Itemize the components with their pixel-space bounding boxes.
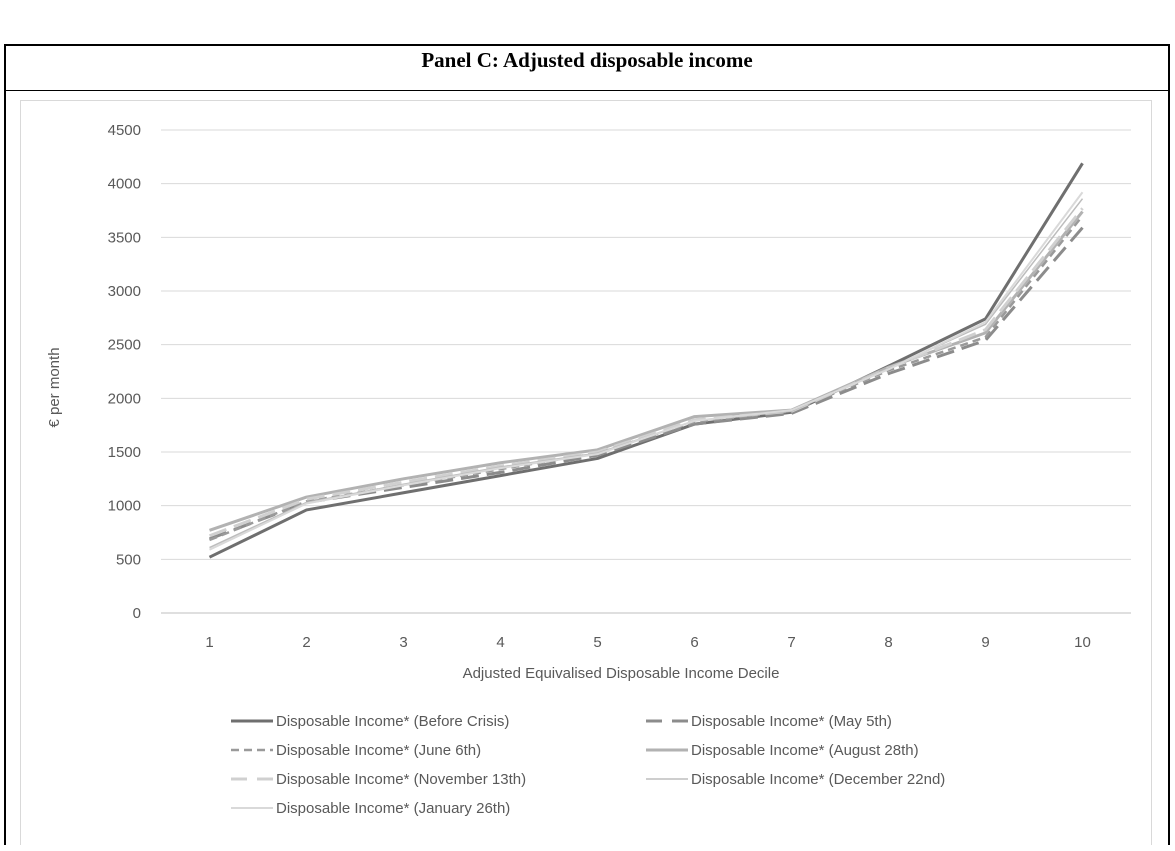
y-tick-label: 0 xyxy=(133,605,141,622)
series-lines xyxy=(208,162,1084,559)
y-tick-label: 500 xyxy=(116,551,141,568)
y-tick-label: 4000 xyxy=(108,176,141,193)
legend-label: Disposable Income* (January 26th) xyxy=(276,800,510,817)
x-tick-label: 9 xyxy=(981,634,989,651)
x-tick-labels: 1 2 3 4 5 6 7 8 9 10 xyxy=(205,634,1091,651)
series-line xyxy=(209,210,1084,532)
series-line xyxy=(209,215,1084,542)
series-line xyxy=(208,162,1084,559)
x-tick-label: 2 xyxy=(302,634,310,651)
y-tick-label: 3000 xyxy=(108,283,141,300)
legend-label: Disposable Income* (June 6th) xyxy=(276,742,481,759)
legend-label: Disposable Income* (November 13th) xyxy=(276,771,526,788)
x-tick-label: 3 xyxy=(399,634,407,651)
series-line xyxy=(208,226,1084,541)
y-tick-label: 3500 xyxy=(108,229,141,246)
x-tick-label: 10 xyxy=(1074,634,1091,651)
x-tick-label: 4 xyxy=(496,634,504,651)
x-tick-label: 5 xyxy=(593,634,601,651)
panel-frame xyxy=(4,44,1170,845)
title-rule xyxy=(4,90,1170,91)
y-axis-label: € per month xyxy=(46,347,63,427)
series-line xyxy=(209,198,1084,549)
legend-label: Disposable Income* (December 22nd) xyxy=(691,771,945,788)
x-tick-label: 7 xyxy=(787,634,795,651)
legend-label: Disposable Income* (May 5th) xyxy=(691,713,892,730)
x-tick-label: 8 xyxy=(884,634,892,651)
y-tick-label: 4500 xyxy=(108,122,141,139)
legend-label: Disposable Income* (August 28th) xyxy=(691,742,919,759)
series-line xyxy=(209,191,1084,551)
chart-area: 0 500 1000 1500 2000 2500 3000 3500 4000 4500 1 2 3… xyxy=(20,100,1152,845)
line-chart: 0 500 1000 1500 2000 2500 3000 3500 4000 4500 1 2 3… xyxy=(46,122,1131,817)
y-tick-label: 2000 xyxy=(108,390,141,407)
gridlines xyxy=(161,129,1131,614)
x-tick-label: 1 xyxy=(205,634,213,651)
series-line xyxy=(208,207,1084,538)
legend: Disposable Income* (Before Crisis) Dispos… xyxy=(231,713,945,817)
x-axis-label: Adjusted Equivalised Disposable Income D… xyxy=(463,665,780,682)
y-tick-label: 1000 xyxy=(108,498,141,515)
legend-label: Disposable Income* (Before Crisis) xyxy=(276,713,509,730)
x-tick-label: 6 xyxy=(690,634,698,651)
y-tick-labels: 0 500 1000 1500 2000 2500 3000 3500 4000 4500 xyxy=(108,122,141,622)
panel-title: Panel C: Adjusted disposable income xyxy=(421,48,753,72)
y-tick-label: 1500 xyxy=(108,444,141,461)
y-tick-label: 2500 xyxy=(108,337,141,354)
